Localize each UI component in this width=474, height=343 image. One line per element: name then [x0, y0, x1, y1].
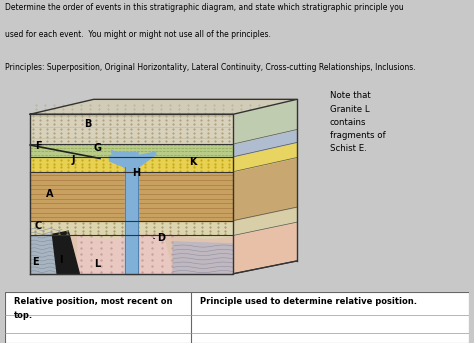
- Text: used for each event.  You might or might not use all of the principles.: used for each event. You might or might …: [5, 30, 271, 39]
- Text: A: A: [46, 189, 54, 199]
- Polygon shape: [111, 150, 138, 167]
- Text: H: H: [132, 168, 140, 178]
- Polygon shape: [78, 234, 173, 274]
- Text: F: F: [35, 141, 42, 151]
- Polygon shape: [30, 233, 233, 274]
- Text: Note that
Granite L
contains
fragments of
Schist E.: Note that Granite L contains fragments o…: [330, 91, 385, 153]
- Polygon shape: [233, 157, 297, 221]
- Polygon shape: [30, 227, 62, 274]
- Text: top.: top.: [14, 311, 33, 320]
- Text: K: K: [189, 157, 196, 167]
- Polygon shape: [109, 152, 155, 167]
- Polygon shape: [111, 153, 138, 167]
- Text: L: L: [94, 259, 100, 269]
- Text: Determine the order of events in this stratigraphic diagram, and state which str: Determine the order of events in this st…: [5, 3, 403, 12]
- Polygon shape: [233, 99, 297, 144]
- Text: Principle used to determine relative position.: Principle used to determine relative pos…: [200, 297, 417, 306]
- Polygon shape: [233, 130, 297, 157]
- Text: Relative position, most recent on: Relative position, most recent on: [14, 297, 173, 306]
- Polygon shape: [173, 242, 233, 274]
- Polygon shape: [30, 172, 233, 221]
- Polygon shape: [126, 167, 138, 274]
- Polygon shape: [30, 221, 233, 238]
- Polygon shape: [126, 153, 154, 167]
- Text: E: E: [32, 257, 38, 267]
- Text: B: B: [84, 119, 91, 129]
- Polygon shape: [53, 231, 79, 274]
- Polygon shape: [233, 222, 297, 274]
- Polygon shape: [30, 144, 233, 157]
- Polygon shape: [233, 142, 297, 172]
- Polygon shape: [233, 207, 297, 235]
- Text: I: I: [59, 255, 62, 265]
- Text: D: D: [157, 233, 165, 243]
- Text: Principles: Superposition, Original Horizontality, Lateral Continuity, Cross-cut: Principles: Superposition, Original Hori…: [5, 63, 415, 72]
- Text: G: G: [94, 143, 101, 153]
- Polygon shape: [30, 157, 233, 172]
- Text: J: J: [72, 155, 75, 165]
- FancyBboxPatch shape: [5, 292, 469, 343]
- Polygon shape: [30, 114, 233, 274]
- Polygon shape: [30, 99, 297, 114]
- Polygon shape: [30, 114, 233, 144]
- Text: C: C: [35, 221, 42, 231]
